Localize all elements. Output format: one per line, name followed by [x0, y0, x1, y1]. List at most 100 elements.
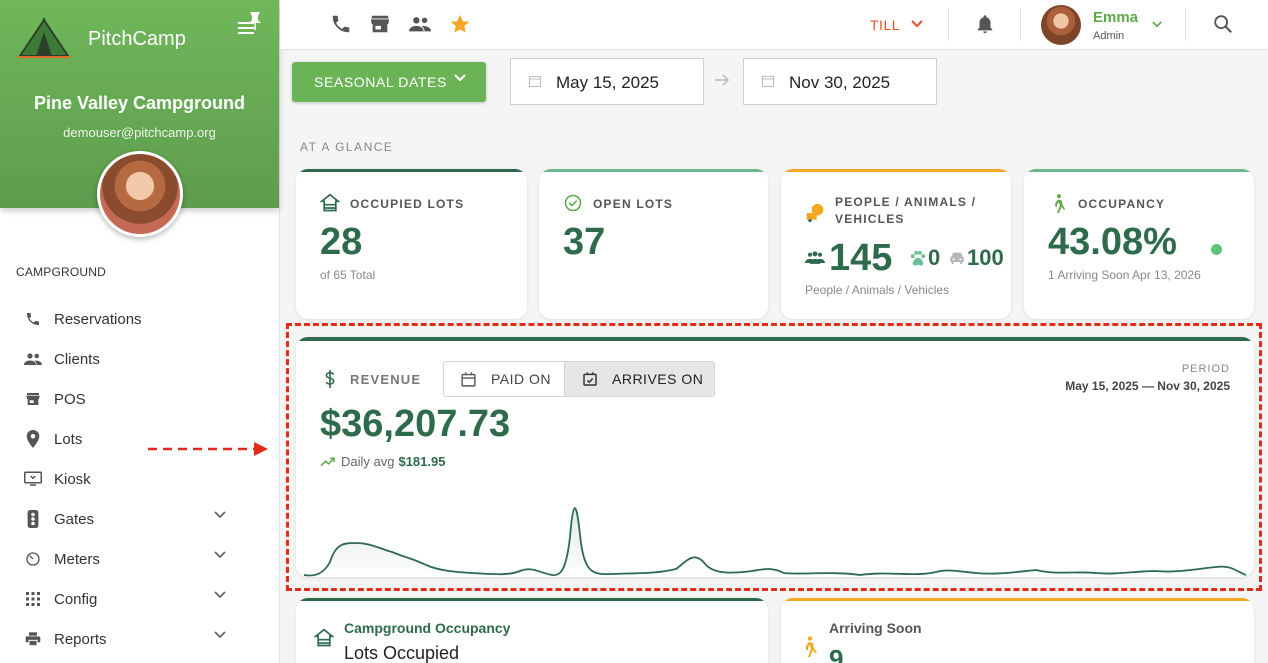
brand-name: PitchCamp: [88, 28, 186, 50]
sidebar-item-config[interactable]: Config: [24, 587, 256, 611]
revenue-date-toggle: PAID ON ARRIVES ON: [443, 361, 715, 397]
sidebar-item-reports[interactable]: Reports: [24, 627, 256, 651]
section-heading: AT A GLANCE: [300, 140, 394, 154]
occupied-lots-card[interactable]: OCCUPIED LOTS 28 of 65 Total: [296, 169, 527, 319]
phone-icon: [24, 310, 42, 328]
card-title: OCCUPIED LOTS: [350, 197, 465, 211]
sidebar-item-label: Lots: [54, 430, 83, 448]
sidebar-item-pos[interactable]: POS: [24, 387, 256, 411]
chevron-down-icon: [911, 20, 923, 28]
campground-occupancy-title: Campground Occupancy: [344, 620, 511, 636]
trending-up-icon: [320, 457, 335, 466]
campground-occupancy-card[interactable]: Campground Occupancy Lots Occupied: [296, 598, 768, 663]
chevron-down-icon: [214, 591, 226, 599]
check-circle-icon: [564, 194, 582, 212]
annotation-arrow-icon: [148, 442, 268, 456]
sidebar: PitchCamp Pine Valley Campground demouse…: [0, 0, 280, 663]
search-icon[interactable]: [1212, 13, 1234, 35]
sidebar-item-label: Clients: [54, 350, 100, 368]
sidebar-item-reservations[interactable]: Reservations: [24, 307, 256, 331]
occupancy-value: 43.08%: [1048, 221, 1177, 263]
chevron-down-icon: [214, 551, 226, 559]
tent-logo-icon: [18, 18, 70, 58]
phone-icon[interactable]: [330, 13, 352, 35]
people-icon[interactable]: [408, 13, 432, 35]
lots-occupied-label: Lots Occupied: [344, 643, 460, 663]
user-avatar[interactable]: [1041, 5, 1081, 45]
start-date-value: May 15, 2025: [556, 73, 660, 92]
sidebar-item-kiosk[interactable]: Kiosk: [24, 467, 256, 491]
sidebar-item-meters[interactable]: Meters: [24, 547, 256, 571]
arrow-right-icon: [715, 74, 730, 86]
open-lots-card[interactable]: OPEN LOTS 37: [539, 169, 768, 319]
profile-avatar[interactable]: [97, 151, 183, 237]
card-title: PEOPLE / ANIMALS / VEHICLES: [835, 194, 976, 228]
bell-icon[interactable]: [974, 13, 996, 35]
calendar-icon: [461, 371, 476, 387]
divider: [1185, 8, 1186, 41]
campground-name: Pine Valley Campground: [33, 93, 246, 113]
menu-pin-icon[interactable]: [236, 10, 264, 38]
occupancy-sub: 1 Arriving Soon Apr 13, 2026: [1048, 268, 1201, 282]
revenue-card: REVENUE PAID ON ARRIVES ON PERIOD May 15…: [296, 337, 1254, 577]
sidebar-item-lots[interactable]: Lots: [24, 427, 256, 451]
top-bar: TILL Emma Admin: [280, 0, 1268, 50]
car-icon: [950, 252, 964, 264]
walking-person-icon: [1055, 194, 1066, 214]
gate-icon: [24, 510, 42, 528]
till-selector[interactable]: TILL: [870, 17, 901, 33]
sidebar-item-label: Gates: [54, 510, 95, 528]
people-animals-vehicles-sub: People / Animals / Vehicles: [805, 283, 950, 297]
section-label: CAMPGROUND: [16, 265, 107, 279]
sidebar-item-label: Reports: [54, 630, 107, 648]
open-lots-value: 37: [563, 221, 606, 263]
sidebar-item-clients[interactable]: Clients: [24, 347, 256, 371]
end-date-value: Nov 30, 2025: [789, 73, 891, 92]
occupied-lots-value: 28: [320, 221, 363, 263]
sidebar-item-label: Reservations: [54, 310, 142, 328]
chevron-down-icon: [214, 631, 226, 639]
period-label: PERIOD: [1181, 363, 1230, 375]
campground-email: demouser@pitchcamp.org: [63, 125, 216, 140]
arrives-on-toggle[interactable]: ARRIVES ON: [564, 362, 714, 396]
sidebar-item-gates[interactable]: Gates: [24, 507, 256, 531]
people-animals-vehicles-card[interactable]: PEOPLE / ANIMALS / VEHICLES 145 0 100 Pe…: [781, 169, 1011, 319]
calendar-icon: [762, 76, 774, 87]
card-title-line2: VEHICLES: [835, 212, 905, 226]
highlight-box: [286, 323, 1262, 591]
calendar-icon: [529, 76, 541, 87]
user-role: Admin: [1093, 30, 1125, 42]
arriving-soon-card[interactable]: Arriving Soon 9: [781, 598, 1254, 663]
paid-on-toggle[interactable]: PAID ON: [444, 362, 564, 396]
group-icon: [805, 251, 825, 264]
seasonal-dates-button[interactable]: SEASONAL DATES: [292, 62, 486, 102]
walking-person-icon: [806, 636, 817, 657]
arriving-soon-title: Arriving Soon: [829, 620, 922, 636]
people-icon: [24, 350, 42, 368]
dollar-icon: [325, 370, 335, 388]
pin-icon: [24, 430, 42, 448]
occupied-lots-sub: of 65 Total: [320, 268, 376, 282]
printer-icon: [24, 630, 42, 648]
daily-average: Daily avg $181.95: [320, 454, 445, 469]
arriving-soon-count: 9: [829, 644, 844, 663]
meter-icon: [24, 550, 42, 568]
revenue-title: REVENUE: [350, 372, 422, 387]
start-date-field[interactable]: May 15, 2025: [510, 58, 704, 105]
people-count: 145: [829, 237, 893, 279]
store-icon[interactable]: [369, 13, 391, 35]
sidebar-item-label: POS: [54, 390, 86, 408]
chevron-down-icon: [454, 74, 466, 82]
paw-icon: [910, 250, 926, 266]
grid-icon: [24, 590, 42, 608]
chevron-down-icon: [214, 511, 226, 519]
camper-icon: [806, 203, 824, 223]
seasonal-dates-label: SEASONAL DATES: [314, 74, 447, 90]
end-date-field[interactable]: Nov 30, 2025: [743, 58, 937, 105]
occupancy-card[interactable]: OCCUPANCY 43.08% 1 Arriving Soon Apr 13,…: [1024, 169, 1254, 319]
chevron-down-icon[interactable]: [1152, 21, 1162, 28]
star-icon[interactable]: [449, 13, 471, 35]
user-name[interactable]: Emma: [1093, 9, 1139, 26]
sidebar-item-label: Meters: [54, 550, 100, 568]
calendar-check-icon: [583, 372, 597, 386]
